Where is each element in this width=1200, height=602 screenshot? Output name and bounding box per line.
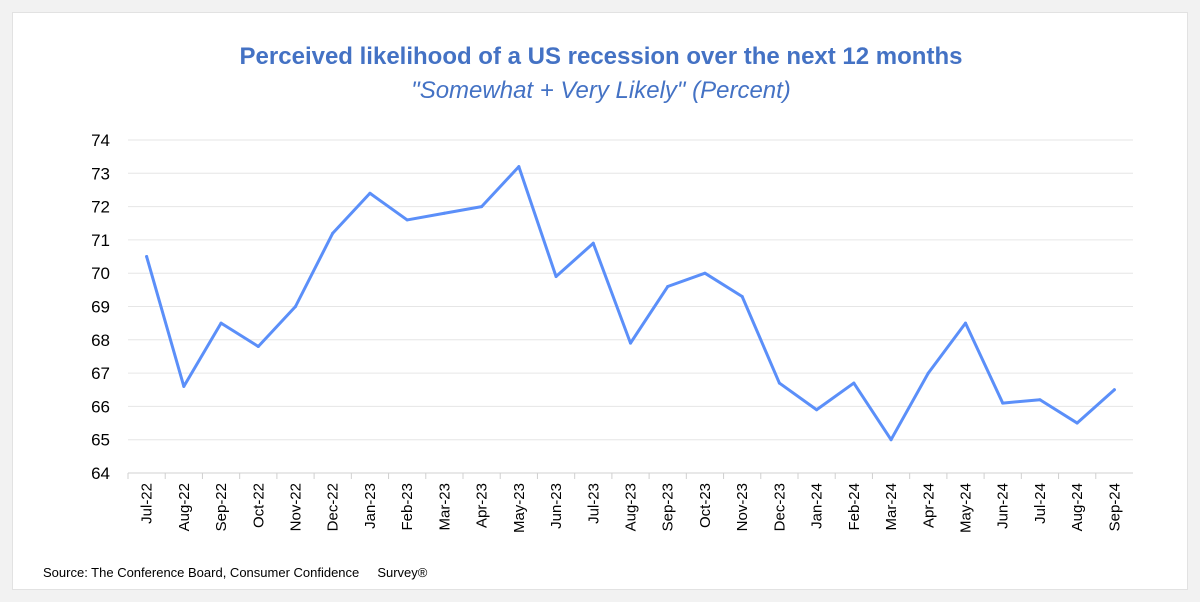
x-tick-label: Dec-22 (325, 483, 342, 531)
data-point (703, 271, 707, 275)
data-point (331, 231, 335, 235)
x-tick-label: Nov-23 (734, 483, 751, 531)
gridlines (128, 139, 1133, 474)
y-tick-label: 73 (91, 164, 110, 183)
x-tick-label: Jun-23 (548, 483, 565, 529)
data-point (591, 241, 595, 245)
x-tick-label: Jul-22 (139, 483, 156, 524)
y-tick-label: 74 (91, 131, 110, 150)
y-tick-label: 68 (91, 331, 110, 350)
y-tick-label: 66 (91, 397, 110, 416)
data-point (517, 165, 521, 169)
x-tick-label: Jan-24 (809, 483, 826, 529)
data-point (964, 321, 967, 325)
x-tick-label: Nov-22 (288, 483, 305, 531)
x-axis: Jul-22 Aug-22 Sep-22 Oct-22 Nov-22 Dec-22 Jan-… (127, 473, 1123, 533)
data-point (1075, 421, 1079, 425)
chart-subtitle: "Somewhat + Very Likely" (Percent) (411, 77, 791, 104)
x-tick-label: Oct-23 (697, 483, 714, 528)
x-tick-label: Jun-24 (995, 483, 1012, 529)
data-point (294, 305, 297, 308)
data-point (219, 321, 223, 325)
x-tick-label: Feb-23 (399, 483, 416, 531)
y-tick-label: 70 (91, 264, 110, 283)
x-tick-label: Aug-23 (623, 483, 640, 531)
data-point (666, 285, 670, 289)
y-tick-label: 69 (91, 298, 110, 317)
x-tick-label: Sep-22 (213, 483, 230, 531)
x-tick-label: May-23 (511, 483, 528, 533)
x-tick-label: Mar-23 (436, 483, 453, 531)
x-tick-label: Sep-23 (660, 483, 677, 531)
data-point (629, 341, 632, 345)
source-note: Source: The Conference Board, Consumer C… (43, 565, 428, 580)
y-axis-ticks: 64 65 66 67 68 69 70 71 72 73 74 (91, 131, 110, 483)
data-point (256, 344, 260, 348)
chart-title: Perceived likelihood of a US recession o… (239, 43, 963, 70)
y-tick-label: 65 (91, 431, 110, 450)
x-tick-label: Feb-24 (846, 483, 863, 531)
x-tick-label: May-24 (958, 483, 975, 533)
data-point (442, 211, 446, 215)
x-tick-label: Apr-24 (920, 483, 937, 528)
data-point (480, 205, 484, 209)
chart-card: Perceived likelihood of a US recession o… (12, 12, 1188, 590)
x-tick-label: Mar-24 (883, 483, 900, 531)
x-tick-label: Sep-24 (1106, 483, 1123, 531)
x-tick-label: Aug-22 (176, 483, 193, 531)
y-tick-label: 64 (91, 464, 110, 483)
x-tick-label: Jan-23 (362, 483, 379, 529)
data-point (815, 408, 819, 412)
data-point (405, 218, 409, 222)
data-point (852, 381, 856, 385)
data-point (1112, 388, 1116, 392)
data-point (777, 381, 781, 385)
data-point (926, 371, 930, 375)
data-point (1038, 398, 1042, 402)
data-point (554, 275, 558, 279)
x-tick-label: Apr-23 (474, 483, 491, 528)
data-point (145, 255, 149, 259)
data-point (1001, 401, 1005, 405)
y-tick-label: 67 (91, 364, 110, 383)
data-series (145, 165, 1116, 442)
data-point (740, 295, 744, 299)
x-tick-label: Oct-22 (250, 483, 267, 528)
data-point (889, 438, 893, 442)
line-chart: 64 65 66 67 68 69 70 71 72 73 74 Jul-22 Aug-22 Sep-2… (91, 131, 1133, 533)
x-tick-label: Jul-23 (585, 483, 602, 524)
y-tick-label: 71 (91, 231, 110, 250)
x-tick-label: Jul-24 (1032, 483, 1049, 524)
x-tick-label: Dec-23 (771, 483, 788, 531)
series-line (145, 165, 1116, 442)
x-tick-label: Aug-24 (1069, 483, 1086, 531)
data-point (182, 384, 186, 388)
data-point (368, 191, 372, 195)
y-tick-label: 72 (91, 198, 110, 217)
